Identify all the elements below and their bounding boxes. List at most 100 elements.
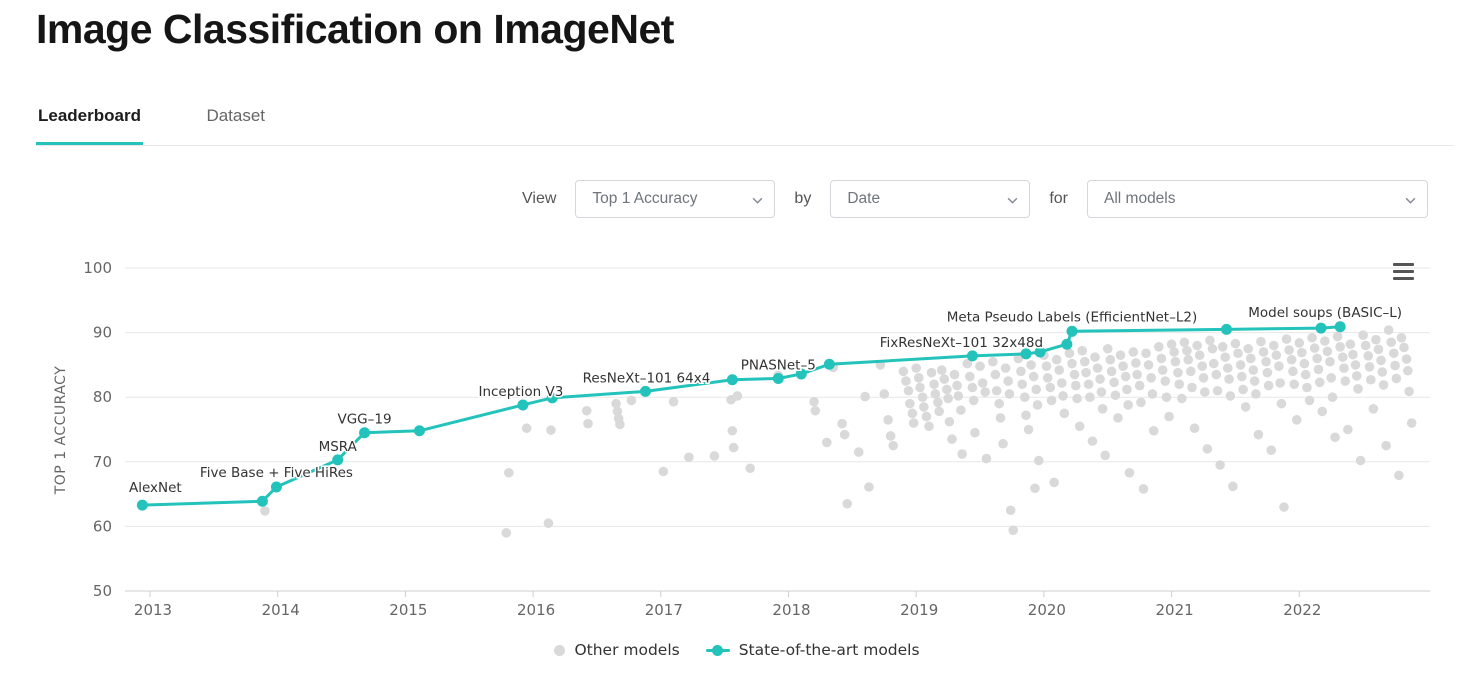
other-model-point[interactable] bbox=[1222, 363, 1233, 373]
other-model-point[interactable] bbox=[1016, 366, 1026, 377]
other-model-point[interactable] bbox=[842, 498, 853, 509]
sota-model-point[interactable] bbox=[136, 499, 148, 511]
other-model-point[interactable] bbox=[885, 431, 896, 441]
other-model-point[interactable] bbox=[732, 391, 743, 401]
other-model-point[interactable] bbox=[1042, 373, 1053, 383]
sota-model-point[interactable] bbox=[1061, 338, 1073, 350]
other-model-point[interactable] bbox=[1294, 338, 1305, 348]
other-model-point[interactable] bbox=[1249, 376, 1260, 386]
other-model-point[interactable] bbox=[1189, 423, 1200, 434]
other-model-point[interactable] bbox=[543, 518, 554, 528]
other-model-point[interactable] bbox=[949, 369, 960, 380]
other-model-point[interactable] bbox=[1106, 366, 1117, 377]
sota-model-point[interactable] bbox=[1034, 346, 1046, 358]
other-model-point[interactable] bbox=[1224, 374, 1234, 384]
other-model-point[interactable] bbox=[1177, 393, 1187, 404]
other-model-point[interactable] bbox=[1327, 392, 1338, 402]
other-model-point[interactable] bbox=[1147, 389, 1158, 399]
other-model-point[interactable] bbox=[1215, 460, 1225, 470]
other-model-point[interactable] bbox=[967, 382, 978, 393]
other-model-point[interactable] bbox=[1058, 391, 1068, 401]
other-model-point[interactable] bbox=[1192, 340, 1202, 351]
other-model-point[interactable] bbox=[947, 434, 957, 444]
other-model-point[interactable] bbox=[970, 427, 980, 438]
other-model-point[interactable] bbox=[1390, 360, 1400, 371]
other-model-point[interactable] bbox=[1368, 404, 1379, 414]
other-model-point[interactable] bbox=[1363, 351, 1374, 361]
other-model-point[interactable] bbox=[1258, 347, 1269, 357]
other-model-point[interactable] bbox=[1071, 380, 1081, 391]
other-model-point[interactable] bbox=[1373, 344, 1384, 355]
other-model-point[interactable] bbox=[1202, 444, 1213, 454]
other-model-point[interactable] bbox=[1067, 358, 1077, 369]
other-model-point[interactable] bbox=[1164, 411, 1174, 422]
other-model-point[interactable] bbox=[1322, 346, 1333, 357]
other-model-point[interactable] bbox=[1097, 404, 1108, 414]
other-model-point[interactable] bbox=[913, 373, 924, 383]
other-model-point[interactable] bbox=[626, 395, 637, 406]
other-model-point[interactable] bbox=[1160, 376, 1171, 386]
other-model-point[interactable] bbox=[1049, 477, 1059, 488]
other-model-point[interactable] bbox=[1337, 352, 1348, 362]
other-model-point[interactable] bbox=[1105, 354, 1116, 365]
other-model-point[interactable] bbox=[991, 385, 1002, 396]
other-model-point[interactable] bbox=[1340, 376, 1351, 386]
other-model-point[interactable] bbox=[521, 423, 532, 434]
other-model-point[interactable] bbox=[658, 466, 669, 477]
other-model-point[interactable] bbox=[1378, 380, 1389, 390]
other-model-point[interactable] bbox=[1266, 445, 1277, 455]
other-model-point[interactable] bbox=[1128, 347, 1139, 357]
other-model-point[interactable] bbox=[611, 398, 621, 409]
other-model-point[interactable] bbox=[944, 416, 955, 427]
sota-model-point[interactable] bbox=[546, 392, 558, 404]
sota-model-point[interactable] bbox=[795, 368, 807, 380]
other-model-point[interactable] bbox=[1205, 335, 1215, 346]
other-model-point[interactable] bbox=[1156, 353, 1167, 364]
other-model-point[interactable] bbox=[1079, 356, 1090, 367]
other-model-point[interactable] bbox=[709, 451, 720, 461]
other-model-point[interactable] bbox=[1281, 334, 1292, 344]
other-model-point[interactable] bbox=[1256, 336, 1266, 347]
other-model-point[interactable] bbox=[1358, 330, 1368, 340]
other-model-point[interactable] bbox=[1194, 350, 1205, 361]
other-model-point[interactable] bbox=[939, 374, 950, 384]
sota-model-point[interactable] bbox=[1221, 323, 1233, 335]
other-model-point[interactable] bbox=[929, 379, 939, 390]
other-model-point[interactable] bbox=[1170, 356, 1181, 367]
other-model-point[interactable] bbox=[1056, 378, 1067, 388]
sota-model-point[interactable] bbox=[1066, 325, 1078, 337]
other-model-point[interactable] bbox=[837, 418, 847, 429]
other-model-point[interactable] bbox=[924, 421, 934, 432]
other-model-point[interactable] bbox=[1083, 379, 1094, 390]
other-model-point[interactable] bbox=[1051, 354, 1062, 365]
other-model-point[interactable] bbox=[668, 396, 679, 407]
other-model-point[interactable] bbox=[1085, 392, 1095, 402]
legend-item-other-models[interactable]: Other models bbox=[554, 641, 680, 659]
sota-model-point[interactable] bbox=[1334, 321, 1346, 333]
sota-model-point[interactable] bbox=[413, 425, 425, 437]
other-model-point[interactable] bbox=[962, 358, 973, 369]
other-model-point[interactable] bbox=[1286, 354, 1297, 365]
other-model-point[interactable] bbox=[1304, 395, 1315, 406]
other-model-point[interactable] bbox=[1132, 369, 1142, 380]
other-model-point[interactable] bbox=[981, 453, 992, 464]
other-model-point[interactable] bbox=[1087, 436, 1098, 446]
other-model-point[interactable] bbox=[1312, 353, 1322, 364]
other-model-point[interactable] bbox=[1095, 374, 1105, 384]
other-model-point[interactable] bbox=[1330, 432, 1340, 443]
other-model-point[interactable] bbox=[921, 411, 932, 422]
other-model-point[interactable] bbox=[1261, 356, 1271, 367]
other-model-point[interactable] bbox=[1275, 378, 1285, 388]
other-model-point[interactable] bbox=[728, 442, 739, 453]
other-model-point[interactable] bbox=[1314, 377, 1325, 388]
other-model-point[interactable] bbox=[1143, 360, 1154, 370]
sota-model-point[interactable] bbox=[966, 350, 978, 362]
other-model-point[interactable] bbox=[1019, 392, 1030, 402]
other-model-point[interactable] bbox=[809, 396, 819, 407]
other-model-point[interactable] bbox=[1154, 342, 1164, 352]
metric-select[interactable]: Top 1 Accuracy bbox=[575, 180, 776, 218]
other-model-point[interactable] bbox=[1118, 361, 1128, 371]
other-model-point[interactable] bbox=[260, 506, 270, 516]
other-model-point[interactable] bbox=[1064, 348, 1075, 359]
other-model-point[interactable] bbox=[1102, 343, 1113, 354]
